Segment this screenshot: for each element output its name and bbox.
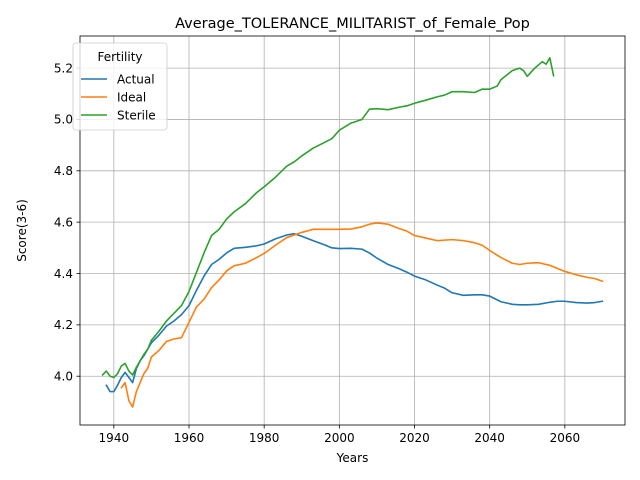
axis-ticks: 1940 1960 1980 2000 2020 2040 2060 4.0 4.2 4.4 4.6… <box>54 61 580 445</box>
series-group <box>101 57 604 408</box>
y-tick-label: 4.6 <box>54 215 73 229</box>
plot-frame <box>79 35 626 426</box>
x-tick-label: 1980 <box>249 431 280 445</box>
legend-label-sterile: Sterile <box>117 108 156 122</box>
y-tick-label: 4.4 <box>54 267 73 281</box>
legend-label-actual: Actual <box>117 72 155 86</box>
series-line-sterile <box>101 57 555 379</box>
legend-box <box>72 42 168 131</box>
x-tick-label: 2020 <box>399 431 430 445</box>
x-tick-label: 1940 <box>99 431 130 445</box>
chart-title: Average_TOLERANCE_MILITARIST_of_Female_P… <box>175 16 530 32</box>
y-axis-label: Score(3-6) <box>15 199 29 262</box>
x-tick-label: 2040 <box>474 431 505 445</box>
x-tick-label: 2000 <box>324 431 355 445</box>
y-tick-label: 5.0 <box>54 113 73 127</box>
y-tick-label: 4.0 <box>54 370 73 384</box>
x-axis-label: Years <box>336 451 369 465</box>
legend: Fertility Actual Ideal Sterile <box>72 42 168 131</box>
legend-label-ideal: Ideal <box>117 90 146 104</box>
x-tick-label: 2060 <box>550 431 581 445</box>
grid <box>80 36 625 425</box>
x-tick-label: 1960 <box>174 431 205 445</box>
y-tick-label: 5.2 <box>54 61 73 75</box>
y-tick-label: 4.8 <box>54 164 73 178</box>
series-line-ideal <box>120 222 604 408</box>
legend-title: Fertility <box>97 50 142 64</box>
y-tick-label: 4.2 <box>54 318 73 332</box>
